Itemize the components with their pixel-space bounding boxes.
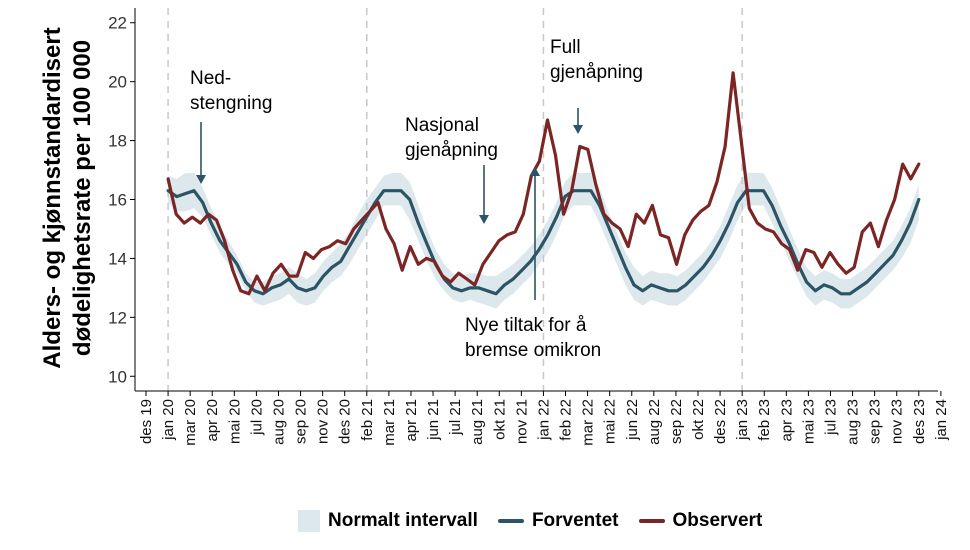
x-tick-label: jun 22 [624, 399, 641, 441]
x-tick-label: jan 24 [933, 399, 950, 441]
legend-swatch-expected [497, 519, 524, 523]
x-tick-label: mar 22 [580, 399, 597, 446]
x-tick-label: nov 21 [513, 399, 530, 444]
x-tick-label: aug 23 [845, 399, 862, 445]
observed-line [166, 71, 921, 296]
x-tick-label: nov 20 [315, 399, 332, 444]
annotation-national-reopening-arrow-head [479, 215, 489, 224]
annotations: Ned-stengning Nasjonal gjenåpning Full gjenå… [190, 37, 643, 361]
annotation-lockdown: Ned-stengning [190, 68, 272, 184]
y-tick-label: 20 [108, 73, 127, 92]
legend-swatch-band [298, 510, 320, 532]
legend-item-expected: Forventet [497, 510, 619, 532]
axes: 10 12 14 16 18 20 22 des 19 jan 20 mar 20 apr 20 ma… [108, 8, 950, 446]
x-tick-label: des 22 [712, 399, 729, 444]
x-tick-label: des 23 [911, 399, 928, 444]
legend-label-observed: Observert [672, 510, 763, 531]
x-tick-label: feb 22 [558, 399, 575, 441]
legend-swatch-observed [638, 519, 665, 523]
annotation-lockdown-text: Ned- [190, 68, 231, 89]
y-axis-label-line: dødelighetsrate per 100 000 [69, 40, 96, 356]
x-tick-label: apr 21 [403, 399, 420, 442]
y-axis-label: Alders- og kjønnstandardisert dødelighets… [39, 27, 96, 368]
vertical-reference-lines [167, 8, 743, 391]
legend-label-normal-interval: Normalt intervall [328, 510, 478, 531]
annotation-lockdown-arrow-head [196, 175, 206, 184]
annotation-omicron-measures-text: Nye tiltak for å [465, 315, 587, 336]
y-tick-label: 12 [108, 308, 127, 327]
x-tick-label: feb 21 [359, 399, 376, 441]
x-tick-label: des 19 [138, 399, 155, 444]
expected-line [166, 189, 921, 296]
annotation-national-reopening-text: gjenåpning [405, 140, 498, 161]
x-tick-label: mar 20 [182, 399, 199, 446]
x-tick-label: jan 22 [535, 399, 552, 441]
legend-item-observed: Observert [638, 510, 763, 532]
x-tick-label: mai 20 [226, 399, 243, 444]
x-tick-label: sep 23 [867, 399, 884, 444]
x-tick-label: nov 23 [889, 399, 906, 444]
y-axis-label-line: Alders- og kjønnstandardisert [39, 27, 66, 368]
legend-item-normal-interval: Normalt intervall [298, 510, 478, 532]
x-tick-label: aug 20 [270, 399, 287, 445]
x-tick-label: sep 20 [293, 399, 310, 444]
y-tick-label: 16 [108, 191, 127, 210]
annotation-full-reopening: Full gjenåpning [550, 37, 643, 134]
series-lines [166, 71, 921, 296]
x-tick-label: okt 22 [690, 399, 707, 440]
x-tick-label: aug 21 [469, 399, 486, 445]
x-tick-label: apr 20 [204, 399, 221, 442]
annotation-national-reopening: Nasjonal gjenåpning [405, 115, 498, 224]
x-tick-label: mai 22 [602, 399, 619, 444]
annotation-full-reopening-text: Full [550, 37, 581, 58]
annotation-omicron-measures: Nye tiltak for å bremse omikron [465, 167, 601, 361]
y-tick-label: 18 [108, 132, 127, 151]
x-tick-label: jul 20 [248, 399, 265, 436]
x-tick-label: mar 21 [381, 399, 398, 446]
x-tick-label: jan 20 [160, 399, 177, 441]
x-tick-label: okt 21 [491, 399, 508, 440]
annotation-full-reopening-arrow-head [573, 125, 583, 134]
y-tick-label: 10 [108, 367, 127, 386]
x-tick-label: jul 23 [822, 399, 839, 436]
x-tick-label: jul 21 [447, 399, 464, 436]
x-tick-label: sep 22 [668, 399, 685, 444]
annotation-lockdown-text: stengning [190, 93, 272, 114]
legend-label-expected: Forventet [531, 510, 619, 531]
annotation-omicron-measures-text: bremse omikron [465, 340, 601, 361]
annotation-full-reopening-text: gjenåpning [550, 62, 643, 83]
x-tick-label: jan 23 [734, 399, 751, 441]
annotation-national-reopening-text: Nasjonal [405, 115, 479, 136]
x-tick-label: aug 22 [646, 399, 663, 445]
x-tick-label: des 20 [337, 399, 354, 444]
x-tick-label: jun 21 [425, 399, 442, 441]
legend: Normalt intervall Forventet Observert [298, 510, 782, 532]
y-tick-label: 22 [108, 14, 127, 33]
annotation-omicron-measures-arrow-head [530, 167, 540, 176]
y-tick-label: 14 [108, 249, 127, 268]
x-tick-label: mai 23 [800, 399, 817, 444]
x-tick-label: apr 23 [778, 399, 795, 442]
x-tick-label: feb 23 [756, 399, 773, 441]
